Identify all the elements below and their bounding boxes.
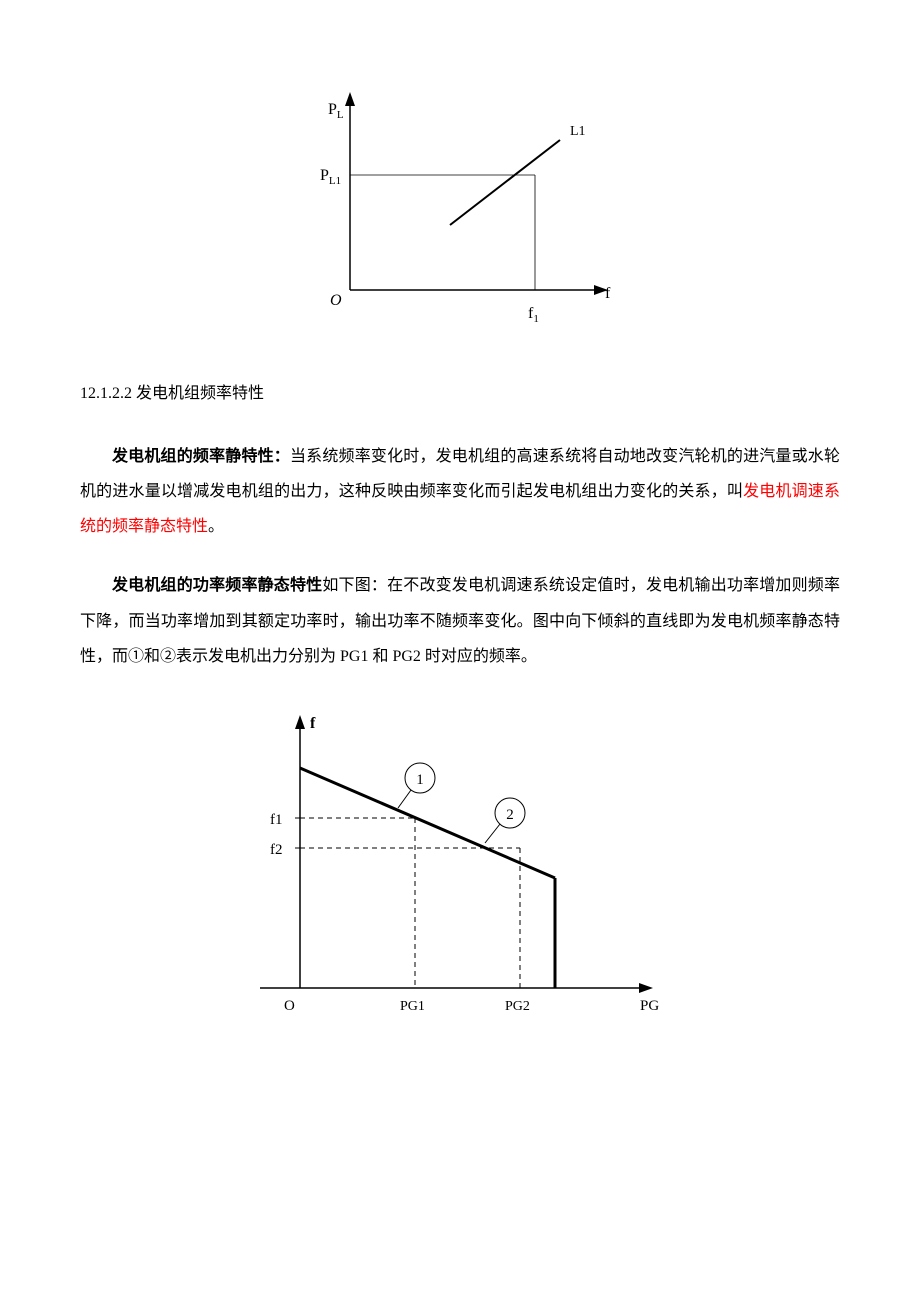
chart2-yaxis-label: f bbox=[310, 715, 316, 732]
chart2-circle2-label: 2 bbox=[506, 807, 514, 823]
chart1-xaxis-label: f bbox=[605, 285, 611, 302]
chart2-ytick2-label: f2 bbox=[270, 842, 283, 858]
heading-title: 发电机组频率特性 bbox=[136, 385, 264, 402]
para1-text-after-red: 。 bbox=[208, 518, 224, 535]
chart2-xtick1-label: PG1 bbox=[400, 999, 425, 1014]
para2-bold-lead: 发电机组的功率频率静态特性 bbox=[112, 577, 322, 594]
chart1-xtick-label: f1 bbox=[528, 305, 539, 325]
chart1-origin-label: O bbox=[330, 292, 342, 309]
heading-number: 12.1.2.2 bbox=[80, 385, 132, 402]
chart1-svg: PL PL1 O f1 f L1 bbox=[270, 80, 650, 340]
chart2-origin-label: O bbox=[284, 998, 295, 1014]
paragraph-1: 发电机组的频率静特性：当系统频率变化时，发电机组的高速系统将自动地改变汽轮机的进… bbox=[80, 439, 840, 545]
section-heading: 12.1.2.2 发电机组频率特性 bbox=[80, 380, 840, 409]
chart2-xaxis-label: PG bbox=[640, 998, 659, 1014]
chart2-xtick2-label: PG2 bbox=[505, 999, 530, 1014]
chart1-yaxis-label: PL bbox=[328, 101, 344, 121]
para1-bold-lead: 发电机组的频率静特性： bbox=[112, 448, 290, 465]
chart2-ytick1-label: f1 bbox=[270, 812, 283, 828]
load-frequency-chart: PL PL1 O f1 f L1 bbox=[80, 80, 840, 340]
paragraph-2: 发电机组的功率频率静态特性如下图：在不改变发电机调速系统设定值时，发电机输出功率… bbox=[80, 568, 840, 674]
chart1-line-label: L1 bbox=[570, 124, 586, 139]
chart2-circle1-label: 1 bbox=[416, 772, 424, 788]
chart2-svg: 1 2 f f1 f2 O PG1 PG2 PG bbox=[220, 698, 700, 1038]
chart1-ytick-label: PL1 bbox=[320, 167, 341, 187]
generator-frequency-chart: 1 2 f f1 f2 O PG1 PG2 PG bbox=[80, 698, 840, 1038]
